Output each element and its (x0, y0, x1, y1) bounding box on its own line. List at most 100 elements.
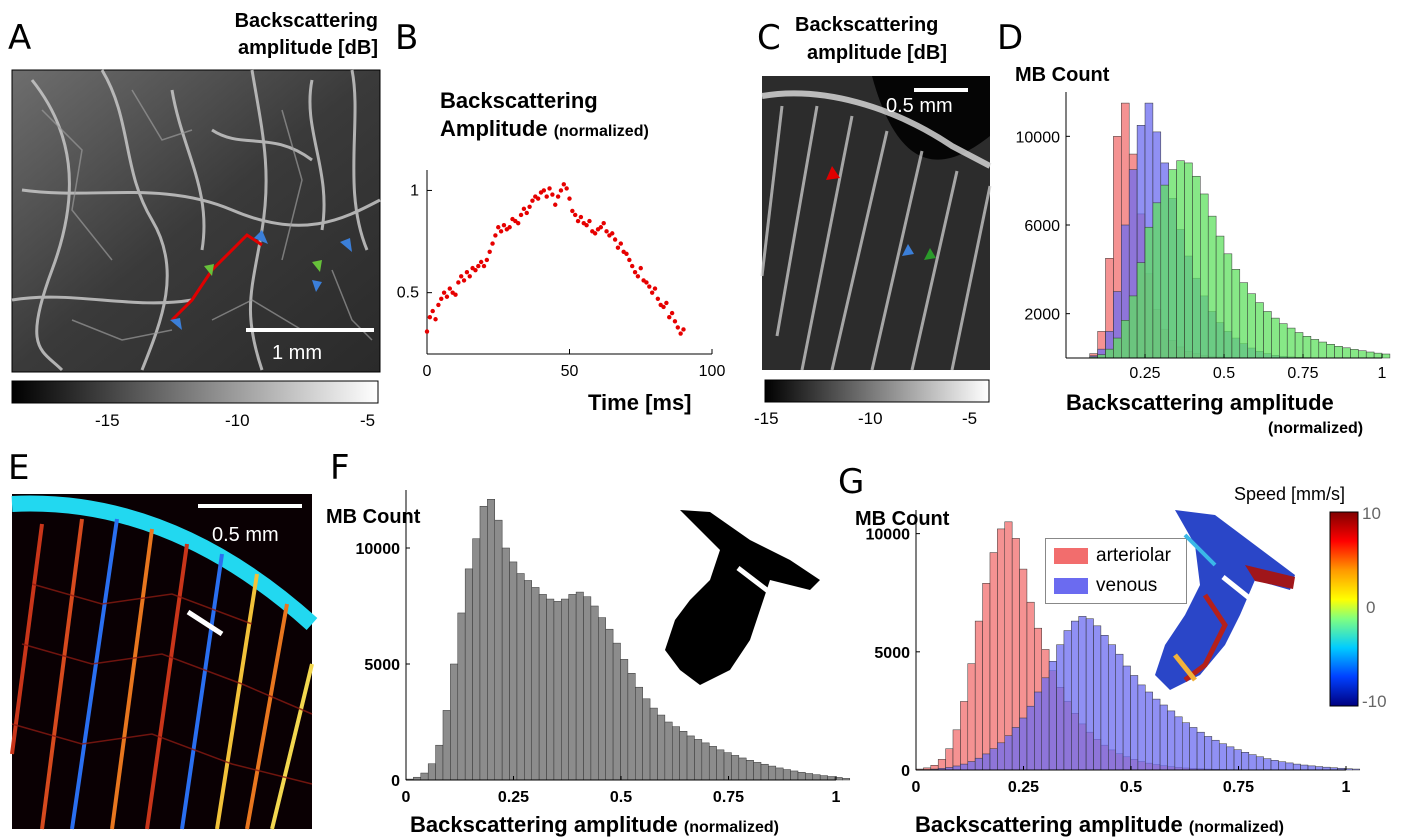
f-bar-series0 (598, 617, 606, 781)
d-bar-series2 (1373, 352, 1383, 359)
g-bar-venous (1189, 727, 1198, 771)
g-bar-venous (1270, 760, 1279, 771)
d-bar-series2 (1302, 336, 1312, 359)
panel-b-data-point (518, 212, 524, 218)
panel-b-x-tick-label: 0 (423, 363, 432, 380)
g-bar-venous (952, 765, 961, 771)
g-bar-venous (1218, 743, 1227, 771)
f-bar-series0 (664, 721, 673, 781)
d-bar-series2 (1255, 302, 1264, 359)
panel-b-data-point (487, 249, 492, 254)
panel-d-x-tick-label: 1 (1378, 365, 1387, 382)
panel-b-data-point (564, 186, 569, 191)
panel-g-x-tick-label: 0.75 (1223, 779, 1254, 796)
f-bar-series0 (731, 755, 740, 781)
f-bar-series0 (686, 735, 695, 781)
panel-b-data-point (453, 292, 458, 297)
panel-b-data-point (584, 223, 589, 228)
f-bar-series0 (790, 770, 799, 781)
panel-g-x-tick-label: 0.5 (1120, 779, 1142, 796)
panel-f-y-tick-label: 10000 (356, 541, 401, 558)
g-bar-venous (1056, 644, 1065, 771)
f-bar-series0 (819, 775, 828, 781)
panel-b-data-point (521, 206, 527, 212)
panel-b-data-point (527, 204, 532, 209)
panel-g-speed-tick-top: 10 (1362, 504, 1381, 523)
g-bar-arteriolar (989, 552, 998, 771)
panel-a-title-line2: amplitude [dB] (238, 37, 378, 59)
panel-f-y-tick-label: 0 (391, 773, 400, 790)
panel-f-x-tick-label: 0.5 (610, 789, 632, 806)
panel-f-y-tick-label: 5000 (364, 657, 400, 674)
panel-a-blue-arrow-2 (340, 238, 352, 252)
g-bar-venous (1034, 691, 1042, 771)
f-bar-series0 (635, 686, 643, 781)
g-bar-venous (1152, 698, 1161, 771)
panel-a-blue-arrow-4 (170, 318, 182, 330)
panel-b-data-point (550, 192, 555, 197)
f-bar-series0 (649, 707, 658, 781)
g-bar-venous (1063, 630, 1072, 771)
panel-b-data-point (567, 196, 572, 201)
panel-b-data-point (632, 270, 638, 275)
panel-b-data-point (461, 278, 467, 283)
panel-b-scatter-chart: 0 50 100 0.5 1 (397, 170, 725, 380)
g-bar-venous (1130, 675, 1139, 771)
panel-b-data-point (615, 245, 621, 250)
panel-c-red-arrow (826, 166, 840, 180)
f-bar-series0 (487, 499, 496, 781)
g-bar-venous (960, 763, 969, 771)
g-bar-venous (1352, 768, 1361, 771)
g-bar-venous (1167, 710, 1176, 771)
d-bar-series2 (1271, 317, 1280, 359)
panel-f-x-tick-label: 0.75 (713, 789, 744, 806)
d-bar-series2 (1223, 253, 1233, 359)
panel-b-data-point (459, 274, 464, 279)
d-bar-series2 (1200, 193, 1209, 359)
panel-b-data-point (484, 257, 490, 263)
f-bar-series0 (524, 580, 532, 781)
g-bar-venous (1248, 754, 1257, 771)
d-bar-series2 (1365, 351, 1375, 359)
panel-f-xlabel: Backscattering amplitude (normalized) (410, 812, 779, 837)
panel-b-data-point (430, 308, 435, 314)
panel-g-x-tick-label: 1 (1342, 779, 1351, 796)
panel-b-data-point (501, 223, 507, 228)
panel-b-data-point (570, 208, 575, 214)
d-bar-series2 (1381, 353, 1391, 359)
panel-c-colorbar-tick-3: -5 (962, 409, 978, 428)
d-bar-series2 (1136, 262, 1146, 359)
g-bar-venous (1241, 752, 1250, 771)
g-bar-venous (1071, 620, 1079, 771)
g-bar-arteriolar (974, 620, 983, 771)
panel-b-data-point (587, 218, 592, 224)
f-bar-series0 (812, 774, 821, 781)
panel-b-data-point (575, 218, 581, 224)
f-bar-series0 (605, 628, 614, 781)
g-bar-venous (1078, 616, 1087, 771)
panel-c-colorbar-tick-1: -15 (754, 409, 779, 428)
panel-a-vessels (11, 69, 381, 372)
panel-a-colorbar-tick-2: -10 (225, 411, 250, 430)
panel-c-vessels (760, 105, 992, 371)
panel-g-legend: arteriolar venous (1045, 538, 1187, 604)
panel-c-scalebar-label: 0.5 mm (886, 95, 953, 117)
panel-c-blue-arrow (902, 244, 914, 256)
panel-d-histogram: 0.25 0.5 0.75 1 2000 6000 10000 (1016, 92, 1391, 382)
f-bar-series0 (450, 663, 459, 781)
panel-e-speed-map (10, 494, 318, 830)
f-bar-series0 (561, 598, 569, 781)
panel-d-x-tick-label: 0.75 (1287, 365, 1318, 382)
f-bar-series0 (694, 739, 703, 781)
panel-letter-d: D (997, 18, 1024, 58)
d-bar-series2 (1105, 348, 1114, 359)
f-bar-series0 (538, 594, 547, 781)
g-bar-venous (1307, 765, 1316, 771)
g-bar-venous (1137, 684, 1146, 771)
panel-b-data-point (441, 290, 447, 295)
panel-b-data-point (433, 317, 438, 322)
g-bar-venous (1182, 722, 1190, 771)
panel-b-data-point (630, 263, 635, 269)
panel-b-data-point (612, 237, 618, 242)
panel-b-data-point (553, 202, 558, 207)
